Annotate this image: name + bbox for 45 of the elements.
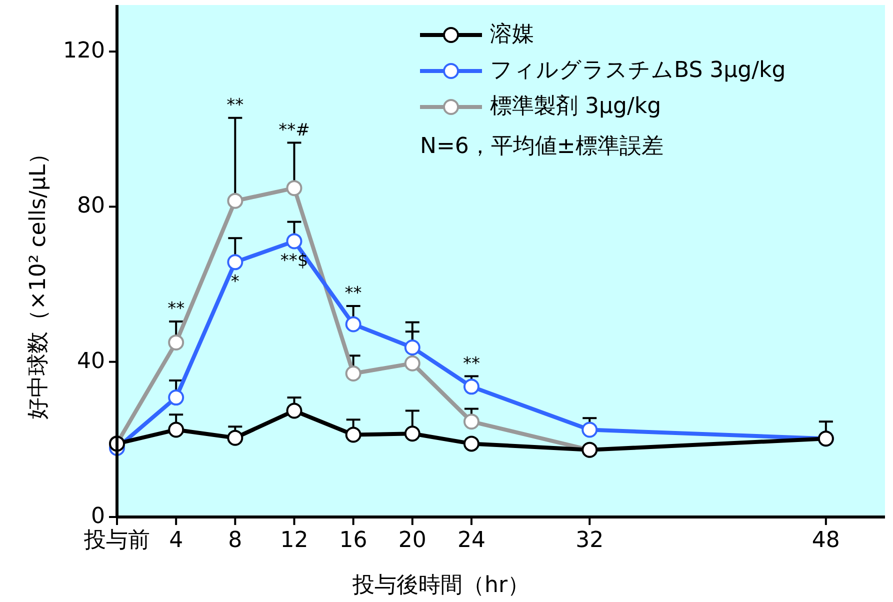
annotation: ** <box>462 354 480 374</box>
point <box>168 390 184 406</box>
y-axis-title: 好中球数（×10² cells/μL） <box>26 142 51 420</box>
x-tick-label: 投与前 <box>83 528 150 553</box>
annotation: ** <box>168 299 185 320</box>
legend-label: フィルグラスチムBS 3μg/kg <box>490 58 786 84</box>
x-tick-label: 12 <box>280 528 308 553</box>
point <box>345 426 362 443</box>
point <box>286 180 302 196</box>
y-tick-label: 120 <box>63 38 105 64</box>
annotation: ** <box>344 284 362 304</box>
legend-label: 溶媒 <box>490 22 534 48</box>
point <box>582 422 598 438</box>
y-tick-label: 80 <box>77 194 105 219</box>
legend-label: 標準製剤 3μg/kg <box>490 94 662 120</box>
x-tick-label: 24 <box>457 528 486 553</box>
x-tick-label: 8 <box>228 528 242 553</box>
point <box>404 355 420 372</box>
annotation: **$ <box>280 250 308 271</box>
point <box>168 334 184 350</box>
x-tick-label: 16 <box>339 528 368 553</box>
annotation: * <box>230 272 240 292</box>
point <box>404 426 420 442</box>
x-axis-title: 投与後時間（hr） <box>352 573 530 598</box>
annotation: N=6，平均値±標準誤差 <box>420 134 664 160</box>
x-tick-label: 20 <box>398 528 426 553</box>
point <box>463 414 480 430</box>
x-tick-label: 48 <box>812 528 840 553</box>
point <box>227 254 244 270</box>
annotation: **# <box>278 120 310 140</box>
point <box>463 436 480 452</box>
point <box>227 430 244 446</box>
point <box>227 192 244 209</box>
y-tick-label: 0 <box>91 504 105 530</box>
point <box>345 316 362 332</box>
x-tick-label: 32 <box>576 528 604 553</box>
point <box>404 339 420 356</box>
point <box>168 422 184 438</box>
annotation: ** <box>226 96 244 116</box>
point <box>463 378 480 395</box>
point <box>345 365 362 382</box>
point <box>286 402 302 419</box>
x-tick-label: 4 <box>169 528 184 553</box>
point <box>286 233 302 250</box>
y-tick-label: 40 <box>77 348 105 374</box>
